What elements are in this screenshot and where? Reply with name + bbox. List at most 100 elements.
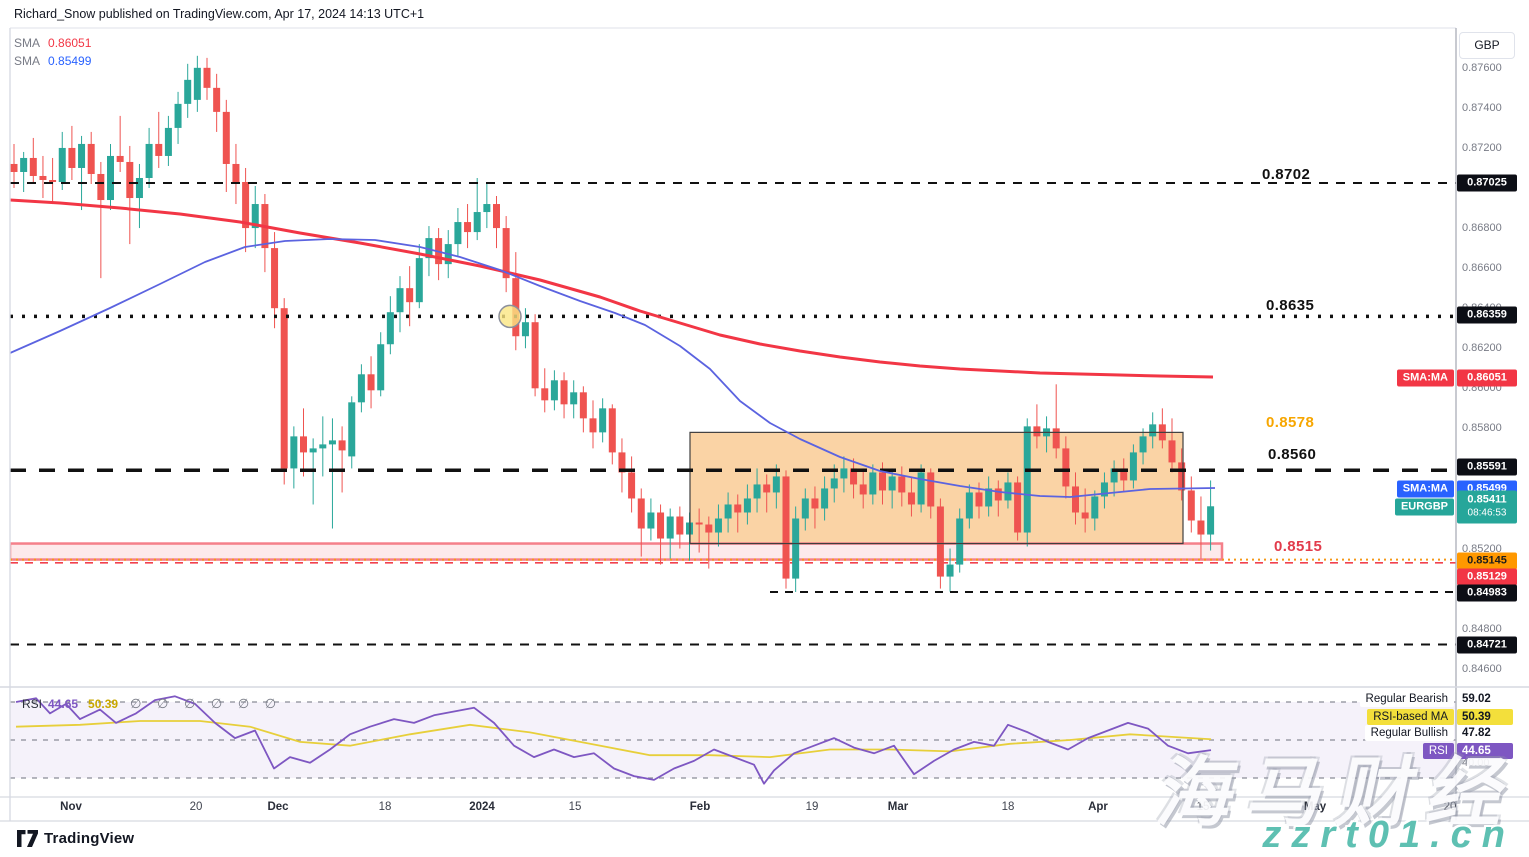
rsi-legend-label: RSI (22, 697, 43, 711)
candle-body (68, 147, 76, 168)
support-zone-band (10, 542, 1224, 561)
annotation-0.8578: 0.8578 (1266, 414, 1315, 431)
currency-toggle-button[interactable]: GBP (1459, 32, 1515, 59)
candle-body (20, 157, 28, 172)
price-tick: 0.86600 (1462, 262, 1502, 275)
candle-body (927, 472, 935, 507)
candle-body (801, 498, 809, 519)
price-tick: 0.85200 (1462, 542, 1502, 555)
candle-body (589, 418, 597, 433)
candle-body (1120, 468, 1128, 481)
candle-body (811, 498, 819, 509)
candle-body (116, 155, 124, 162)
annotation-0.8702: 0.8702 (1262, 166, 1311, 183)
candle-body (821, 488, 829, 509)
annotation-0.8635: 0.8635 (1266, 297, 1315, 314)
consolidation-box-fill (690, 432, 1183, 544)
sma-legend-row-2: SMA 0.85499 (14, 52, 91, 70)
candle-body (145, 143, 153, 178)
candle-body (1178, 462, 1186, 491)
candle-body (792, 518, 800, 579)
rsi-line[interactable] (15, 695, 1212, 785)
candle-body (1168, 440, 1176, 463)
candle-body (1091, 496, 1099, 519)
candle-body (657, 512, 665, 539)
sma-legend[interactable]: SMA 0.86051 SMA 0.85499 (14, 34, 91, 70)
rsi-pane[interactable] (10, 695, 1456, 785)
candle-body (126, 161, 134, 199)
sma1-value: 0.86051 (48, 36, 92, 50)
candle-body (1081, 512, 1089, 519)
time-label-20: 20 (189, 801, 203, 813)
candle-body (425, 238, 433, 259)
candle-body (772, 476, 780, 493)
candle-body (985, 488, 993, 507)
candle-body (377, 344, 385, 391)
candle-body (203, 67, 211, 88)
tradingview-branding[interactable]: TradingView (17, 830, 134, 847)
candle-body (1197, 520, 1205, 535)
candle-body (743, 498, 751, 513)
price-badge-0.84721: 0.84721 (1457, 636, 1517, 654)
price-tick: 0.87600 (1462, 61, 1502, 74)
sma2-value: 0.85499 (48, 54, 92, 68)
candle-body (386, 312, 394, 345)
candle-body (1129, 452, 1137, 481)
time-label-Dec: Dec (267, 801, 289, 813)
candle-body (994, 488, 1002, 501)
price-badge-0.85591: 0.85591 (1457, 458, 1517, 476)
candle-body (956, 518, 964, 565)
annotation-0.8515: 0.8515 (1274, 538, 1323, 555)
candle-body (888, 476, 896, 491)
price-tick: 0.84800 (1462, 622, 1502, 635)
rsi-ma-line[interactable] (15, 720, 1212, 759)
rsi-row-label-regular-bullish: Regular Bullish (1364, 725, 1454, 741)
candle-body (965, 492, 973, 519)
candle-body (1207, 506, 1215, 535)
candle-body (830, 478, 838, 489)
time-label-Nov: Nov (60, 801, 82, 813)
rsi-row-value-47.82: 47.82 (1457, 725, 1513, 741)
candle-body (879, 472, 886, 491)
candle-body (1033, 426, 1041, 437)
candle-body (58, 147, 66, 182)
candle-body (319, 444, 327, 449)
candle-body (454, 222, 462, 245)
candle-body (521, 322, 529, 337)
rsi-legend-value: 44.65 (48, 697, 79, 711)
rsi-ma-legend-value: 50.39 (88, 697, 119, 711)
candle-body (898, 476, 906, 493)
candle-body (1110, 468, 1118, 483)
candle-body (531, 322, 539, 389)
tradingview-logo-text: TradingView (44, 830, 135, 847)
rsi-tick: 40.00 (1462, 757, 1490, 769)
candle-body (348, 402, 356, 457)
candle-body (473, 212, 481, 233)
candle-body (753, 484, 761, 499)
sma-slow-line[interactable] (10, 198, 1214, 379)
candle-body (676, 516, 684, 535)
candle-body (396, 288, 404, 313)
candle-body (357, 374, 365, 403)
circle-highlight-marker[interactable] (498, 304, 522, 329)
price-badge-0.87025: 0.87025 (1457, 174, 1517, 192)
price-tick: 0.86200 (1462, 342, 1502, 355)
candle-body (599, 408, 607, 433)
candle-body (907, 492, 915, 505)
candle-body (493, 204, 500, 229)
candle-body (666, 516, 674, 539)
candle-body (135, 177, 143, 199)
price-pane[interactable] (10, 55, 1456, 646)
candle-body (850, 468, 858, 485)
candle-body (502, 228, 510, 279)
sma-legend-row-1: SMA 0.86051 (14, 34, 91, 52)
time-label-Mar: Mar (887, 801, 909, 813)
sma-fast-line[interactable] (10, 238, 1216, 498)
rsi-row-label-regular-bearish: Regular Bearish (1359, 691, 1454, 707)
rsi-indicator-legend[interactable]: RSI 44.65 50.39 ∅ ∅ ∅ ∅ ∅ ∅ (22, 696, 282, 712)
candle-body (541, 388, 549, 401)
candle-body (328, 440, 336, 445)
candle-body (164, 127, 172, 156)
price-badge-time: 08:46:53 (1467, 507, 1507, 519)
